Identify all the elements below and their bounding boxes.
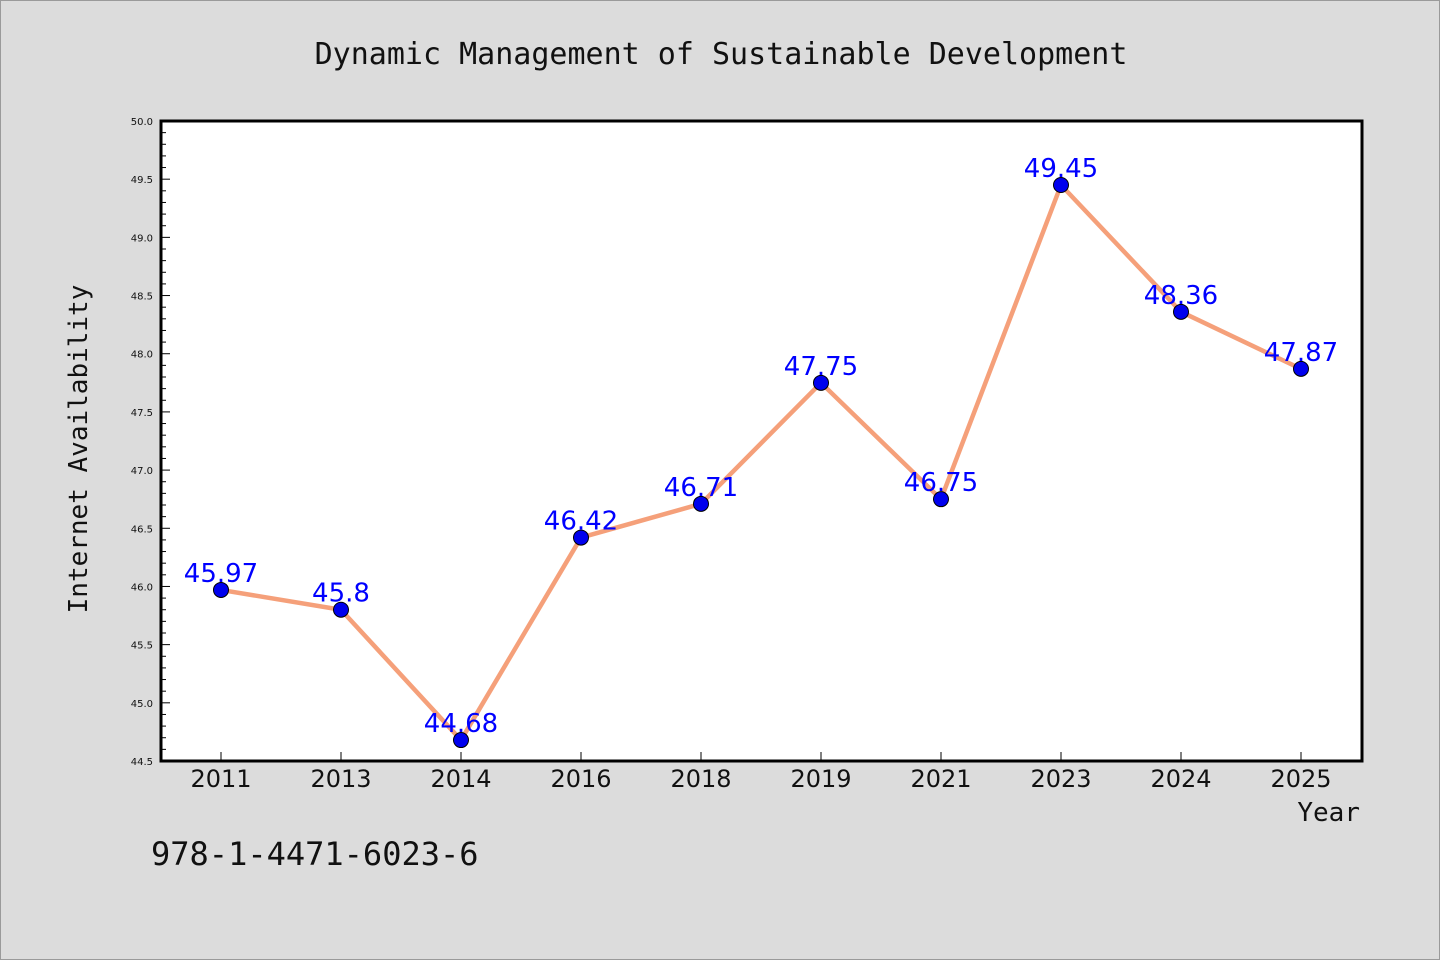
x-axis: 2011 2013 2014 2016 2018 2019 2021 2023 2024 2025 [190,752,1332,793]
data-point [813,374,829,391]
x-tick-label: 2024 [1150,765,1211,793]
data-point [213,581,229,598]
y-tick-label: 44.5 [131,757,153,768]
y-tick-label: 47.5 [131,408,153,419]
data-point [453,732,469,749]
chart-title: Dynamic Management of Sustainable Develo… [315,37,1128,72]
x-tick-label: 2023 [1030,765,1091,793]
data-label: 44.68 [424,709,498,739]
data-label: 49.45 [1024,154,1098,184]
data-label: 48.36 [1144,281,1218,311]
data-label: 46.75 [904,468,978,498]
y-tick-label: 47.0 [131,466,153,477]
data-point [933,491,949,508]
y-tick-label: 45.5 [131,641,153,652]
x-tick-label: 2016 [550,765,611,793]
y-axis: 44.5 45.0 45.5 46.0 46.5 47.0 47.5 48.0 48.5 49.0… [131,117,170,768]
data-series: 45.97 45.8 44.68 46.42 46.71 47.75 46.75 49.45 4… [184,154,1338,749]
data-point [1173,303,1189,320]
y-tick-label: 46.5 [131,524,153,535]
data-label: 45.97 [184,559,258,589]
x-tick-label: 2014 [430,765,491,793]
x-tick-label: 2011 [190,765,251,793]
y-tick-label: 50.0 [131,117,153,128]
data-point [573,529,589,546]
x-axis-label: Year [1297,798,1360,828]
data-label: 46.71 [664,473,738,503]
series-line [220,182,1302,743]
x-tick-label: 2021 [910,765,971,793]
data-label: 46.42 [544,507,618,537]
x-tick-label: 2018 [670,765,731,793]
y-axis-label: Internet Availability [64,285,94,614]
y-tick-label: 45.0 [131,699,153,710]
y-tick-label: 48.5 [131,292,153,303]
data-label: 47.75 [784,352,858,382]
data-point [693,495,709,512]
x-tick-label: 2025 [1270,765,1331,793]
y-tick-label: 49.0 [131,233,153,244]
data-point [1293,360,1309,377]
data-point [1053,177,1069,193]
data-label: 45.8 [312,579,370,609]
y-tick-label: 46.0 [131,582,153,593]
data-label: 47.87 [1264,338,1338,368]
y-tick-label: 49.5 [131,175,153,186]
y-tick-label: 48.0 [131,350,153,361]
x-tick-label: 2019 [790,765,851,793]
data-point [333,601,349,618]
x-tick-label: 2013 [310,765,371,793]
isbn-text: 978-1-4471-6023-6 [151,835,479,873]
